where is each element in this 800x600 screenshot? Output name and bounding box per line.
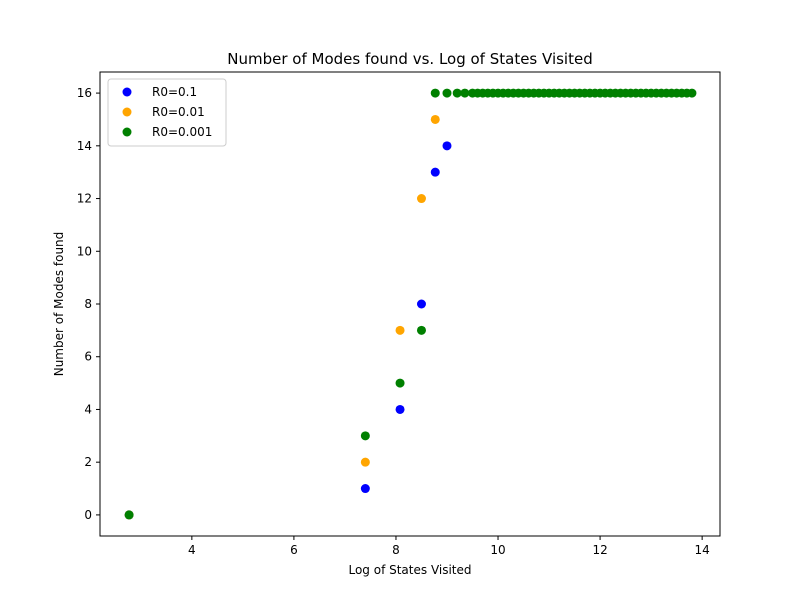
- data-point: [395, 378, 405, 388]
- data-point: [395, 325, 405, 335]
- chart-title: Number of Modes found vs. Log of States …: [227, 50, 592, 68]
- data-point: [442, 88, 452, 98]
- y-axis-label: Number of Modes found: [52, 232, 66, 377]
- series-2: [124, 114, 440, 520]
- data-point: [395, 404, 405, 414]
- legend-label: R0=0.01: [152, 105, 205, 119]
- y-tick-label: 8: [84, 297, 92, 311]
- legend-box: [107, 78, 227, 147]
- data-point: [416, 325, 426, 335]
- series-3: [124, 88, 697, 520]
- x-tick-label: 4: [188, 543, 196, 557]
- y-tick-label: 4: [84, 402, 92, 416]
- data-point: [416, 299, 426, 309]
- x-tick-label: 10: [490, 543, 505, 557]
- y-tick-label: 14: [77, 139, 92, 153]
- y-axis: 0 2 4 6 8 10 12 14 16: [77, 86, 100, 522]
- legend-label: R0=0.001: [152, 125, 212, 139]
- legend-marker: [122, 87, 132, 97]
- data-point: [442, 141, 452, 151]
- data-point: [430, 114, 440, 124]
- y-tick-label: 10: [77, 244, 92, 258]
- y-tick-label: 6: [84, 350, 92, 364]
- data-point: [360, 457, 370, 467]
- x-axis-label: Log of States Visited: [348, 563, 471, 577]
- plot-area: [124, 88, 697, 520]
- legend: R0=0.1 R0=0.01 R0=0.001: [107, 78, 227, 147]
- data-point: [687, 88, 697, 98]
- data-point: [416, 194, 426, 204]
- data-point: [124, 510, 134, 520]
- legend-label: R0=0.1: [152, 85, 197, 99]
- data-point: [360, 484, 370, 494]
- y-tick-label: 12: [77, 192, 92, 206]
- data-point: [430, 88, 440, 98]
- x-tick-label: 6: [290, 543, 298, 557]
- data-point: [430, 167, 440, 177]
- data-point: [460, 88, 470, 98]
- y-tick-label: 16: [77, 86, 92, 100]
- x-tick-label: 14: [694, 543, 709, 557]
- x-tick-label: 8: [392, 543, 400, 557]
- data-point: [360, 431, 370, 441]
- y-tick-label: 0: [84, 508, 92, 522]
- legend-marker: [122, 127, 132, 137]
- data-point: [452, 88, 462, 98]
- legend-marker: [122, 107, 132, 117]
- x-axis: 4 6 8 10 12 14: [188, 536, 710, 557]
- y-tick-label: 2: [84, 455, 92, 469]
- x-tick-label: 12: [592, 543, 607, 557]
